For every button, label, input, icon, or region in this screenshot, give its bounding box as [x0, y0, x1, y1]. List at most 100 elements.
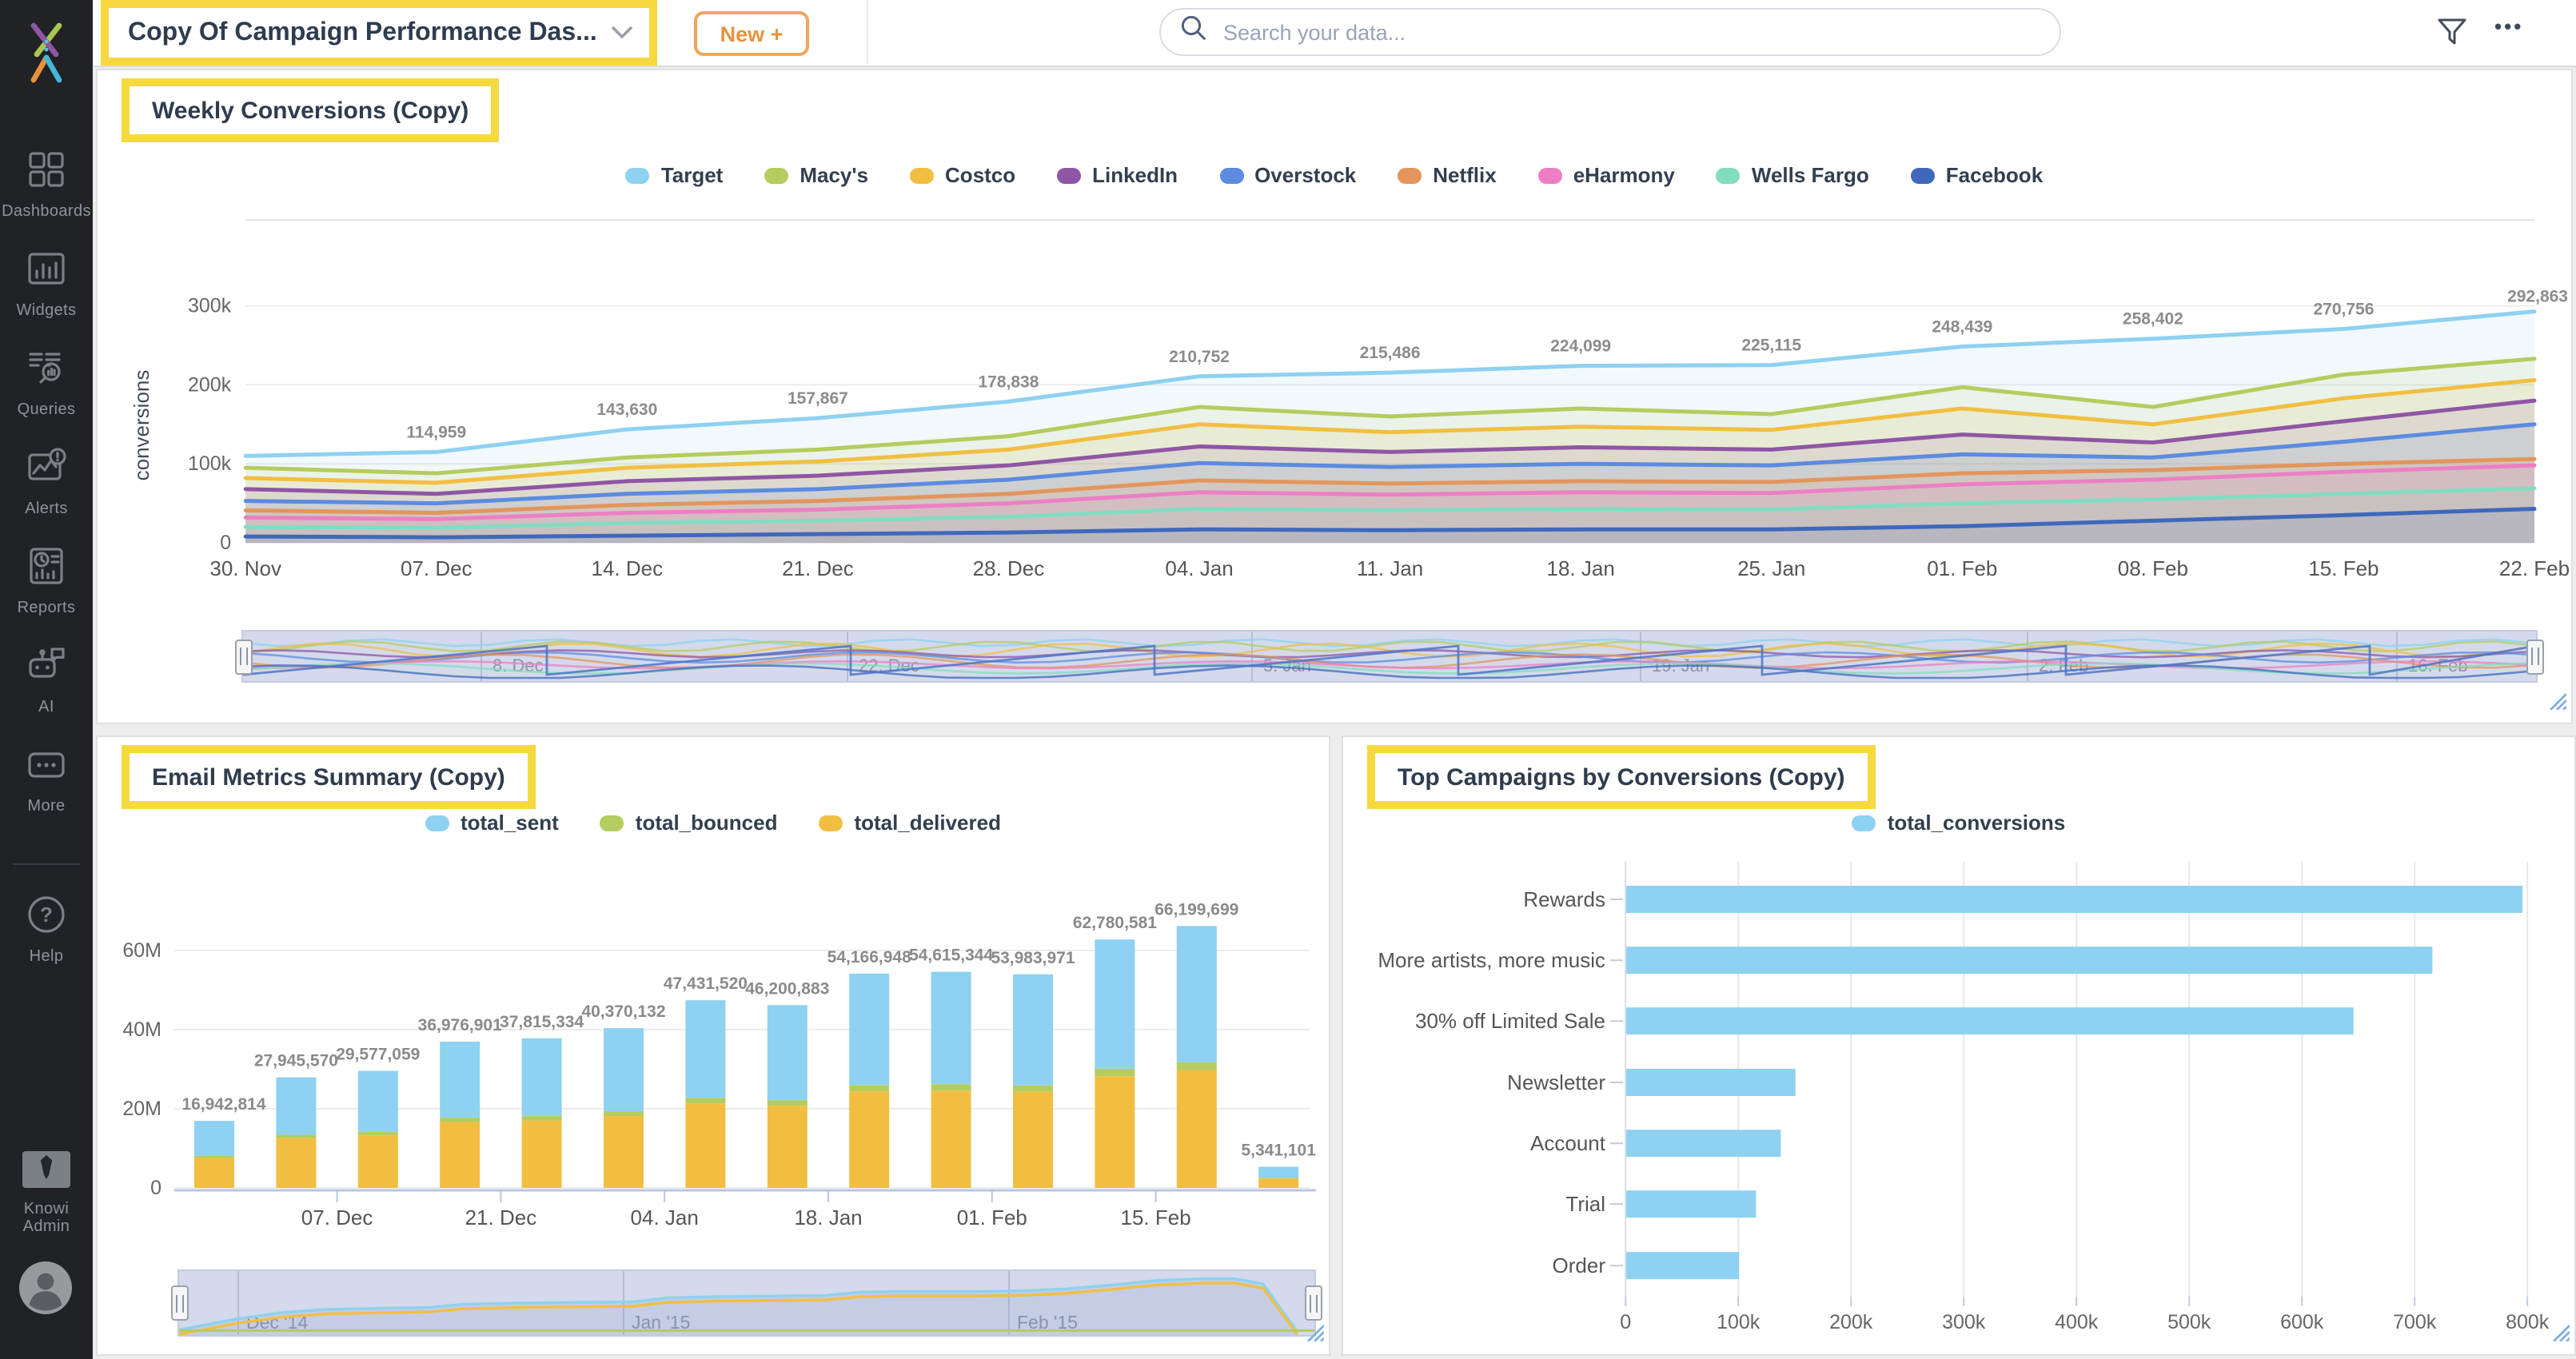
- sidebar-item-alerts[interactable]: Alerts: [0, 432, 93, 531]
- legend-label: total_sent: [460, 811, 559, 835]
- legend-item-facebook[interactable]: Facebook: [1910, 163, 2043, 187]
- range-navigator[interactable]: Dec '14Jan '15Feb '15: [171, 1269, 1322, 1337]
- navigator-left-handle[interactable]: [171, 1285, 189, 1321]
- bar-group[interactable]: [521, 1038, 562, 1188]
- legend-item-total-bounced[interactable]: total_bounced: [600, 811, 777, 835]
- x-tick-label: 22. Feb: [2499, 556, 2570, 580]
- legend-item-wells-fargo[interactable]: Wells Fargo: [1716, 163, 1869, 187]
- legend-label: Macy's: [800, 163, 869, 187]
- legend-swatch: [1910, 167, 1935, 183]
- range-navigator[interactable]: 8. Dec 22. Dec 5. Jan 19. Jan 2. Feb 16. Feb: [235, 630, 2544, 683]
- bar-group[interactable]: [849, 973, 890, 1188]
- bar-segment-total_sent: [357, 1070, 398, 1132]
- sidebar-divider: [13, 863, 80, 865]
- bar-segment-total_delivered: [276, 1138, 317, 1188]
- sidebar-item-queries[interactable]: Queries: [0, 333, 93, 432]
- resize-handle[interactable]: [2547, 689, 2567, 718]
- bar-group[interactable]: [685, 1000, 726, 1188]
- bar[interactable]: [1626, 1130, 1781, 1158]
- navigator-left-handle[interactable]: [235, 639, 253, 674]
- bar-group[interactable]: [440, 1041, 481, 1188]
- bar-label: 46,200,883: [745, 979, 829, 998]
- sidebar-item-ai[interactable]: AI: [0, 630, 93, 729]
- navigator-chart: 8. Dec 22. Dec 5. Jan 19. Jan 2. Feb 16. Feb: [241, 632, 2538, 681]
- sidebar-item-label: Dashboards: [2, 202, 91, 220]
- bar-group[interactable]: [194, 1121, 234, 1188]
- legend-item-target[interactable]: Target: [625, 163, 723, 187]
- resize-handle[interactable]: [1305, 1321, 1325, 1349]
- legend-item-costco[interactable]: Costco: [910, 163, 1015, 187]
- legend-item-macy-s[interactable]: Macy's: [764, 163, 868, 187]
- sidebar-item-widgets[interactable]: Widgets: [0, 233, 93, 333]
- series-linkedin[interactable]: [243, 398, 2537, 543]
- bar[interactable]: [1626, 1069, 1796, 1096]
- legend-item-overstock[interactable]: Overstock: [1219, 163, 1356, 187]
- bar[interactable]: [1626, 1007, 2354, 1035]
- bar-label: 53,983,971: [991, 949, 1075, 967]
- dashboard-title-dropdown[interactable]: Copy Of Campaign Performance Das...: [101, 0, 657, 66]
- search-icon: [1180, 14, 1207, 50]
- weekly-conversions-chart[interactable]: 0 100k 200k 300k conversions 30. Nov 07. Dec 14…: [98, 70, 2574, 622]
- sidebar-item-label: Knowi Admin: [22, 1201, 70, 1236]
- navigator-label: Feb '15: [1017, 1312, 1078, 1333]
- legend-label: LinkedIn: [1092, 163, 1178, 187]
- bar[interactable]: [1626, 886, 2523, 913]
- legend-label: Netflix: [1433, 163, 1497, 187]
- search-input[interactable]: [1220, 18, 2040, 46]
- bar-group[interactable]: [1013, 974, 1053, 1188]
- bar-group[interactable]: [357, 1070, 398, 1188]
- bar-group[interactable]: [276, 1077, 317, 1188]
- legend-item-linkedin[interactable]: LinkedIn: [1057, 163, 1178, 187]
- knowi-logo[interactable]: [14, 16, 78, 90]
- reports-icon: [26, 544, 67, 594]
- bar-group[interactable]: [931, 971, 971, 1188]
- filter-icon[interactable]: [2437, 18, 2467, 56]
- sidebar-nav: Dashboards Widgets Queries Alerts Reports AI M…: [0, 134, 93, 828]
- bar[interactable]: [1626, 1190, 1757, 1218]
- x-tick-label: 04. Jan: [631, 1206, 699, 1229]
- bar-label: 27,945,570: [254, 1052, 338, 1070]
- series-facebook[interactable]: [243, 507, 2537, 543]
- point-label: 248,439: [1932, 318, 1992, 337]
- search-box[interactable]: [1159, 8, 2061, 56]
- sidebar-item-knowi-admin[interactable]: Knowi Admin: [0, 1151, 93, 1236]
- more-options-icon[interactable]: •••: [2494, 14, 2524, 38]
- x-tick-label: 600k: [2280, 1311, 2324, 1333]
- email-metrics-chart[interactable]: 0 20M 40M 60M 16,942,814 27,945,57029,577,059…: [98, 737, 1332, 1265]
- legend-item-eharmony[interactable]: eHarmony: [1537, 163, 1675, 187]
- legend-item-total-conversions[interactable]: total_conversions: [1852, 811, 2065, 835]
- category-label: 30% off Limited Sale: [1415, 1009, 1605, 1033]
- bar[interactable]: [1626, 947, 2433, 974]
- topbar-separator: [867, 0, 868, 64]
- legend-swatch: [1537, 167, 1562, 183]
- sidebar-item-dashboards[interactable]: Dashboards: [0, 134, 93, 233]
- navigator-right-handle[interactable]: [2526, 639, 2544, 674]
- navigator-right-handle[interactable]: [1305, 1285, 1322, 1321]
- dashboard-title: Copy Of Campaign Performance Das...: [128, 18, 597, 46]
- y-tick-label: 20M: [122, 1098, 161, 1120]
- top-campaigns-chart[interactable]: 0 100k 200k 300k 400k 500k 600k 700k 800k Rewards…: [1343, 737, 2576, 1354]
- legend-item-netflix[interactable]: Netflix: [1398, 163, 1497, 187]
- avatar[interactable]: [19, 1261, 72, 1314]
- bar-group[interactable]: [1258, 1166, 1299, 1188]
- x-tick-label: 0: [1620, 1311, 1631, 1333]
- bar-segment-total_sent: [276, 1077, 317, 1135]
- bar-group[interactable]: [1176, 926, 1217, 1188]
- sidebar-item-more[interactable]: More: [0, 729, 93, 828]
- series-eharmony[interactable]: [243, 463, 2537, 543]
- x-tick-label: 01. Feb: [957, 1206, 1027, 1229]
- sidebar-item-help[interactable]: ? Help: [0, 879, 93, 978]
- legend-item-total-sent[interactable]: total_sent: [425, 811, 559, 835]
- bar-group[interactable]: [604, 1028, 644, 1188]
- bar-group[interactable]: [767, 1005, 807, 1188]
- bar-segment-total_delivered: [1095, 1076, 1135, 1188]
- series-wells-fargo[interactable]: [243, 486, 2537, 543]
- bar-segment-total_sent: [521, 1038, 562, 1117]
- sidebar-item-reports[interactable]: Reports: [0, 531, 93, 630]
- legend-item-total-delivered[interactable]: total_delivered: [819, 811, 1001, 835]
- new-button[interactable]: New +: [694, 11, 809, 56]
- bar-segment-total_bounced: [276, 1134, 317, 1138]
- resize-handle[interactable]: [2550, 1321, 2570, 1349]
- bar-group[interactable]: [1095, 939, 1135, 1188]
- bar[interactable]: [1626, 1252, 1740, 1280]
